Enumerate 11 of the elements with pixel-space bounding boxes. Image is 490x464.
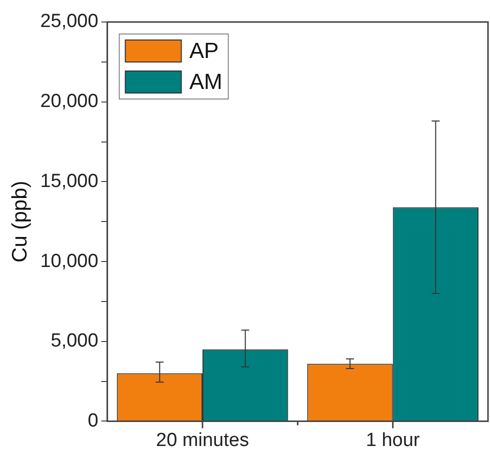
- y-tick-label: 15,000: [40, 170, 98, 192]
- y-tick-label: 25,000: [40, 11, 98, 32]
- legend-label: AP: [189, 38, 219, 64]
- x-tick-label: 20 minutes: [156, 430, 249, 451]
- y-axis-title: Cu (ppb): [8, 180, 32, 262]
- y-tick-label: 0: [88, 410, 98, 432]
- y-tick-label: 10,000: [40, 250, 98, 272]
- y-tick-label: 5,000: [50, 330, 98, 352]
- legend-label: AM: [189, 69, 222, 94]
- x-tick-label: 1 hour: [366, 430, 420, 451]
- y-tick-label: 20,000: [40, 91, 98, 112]
